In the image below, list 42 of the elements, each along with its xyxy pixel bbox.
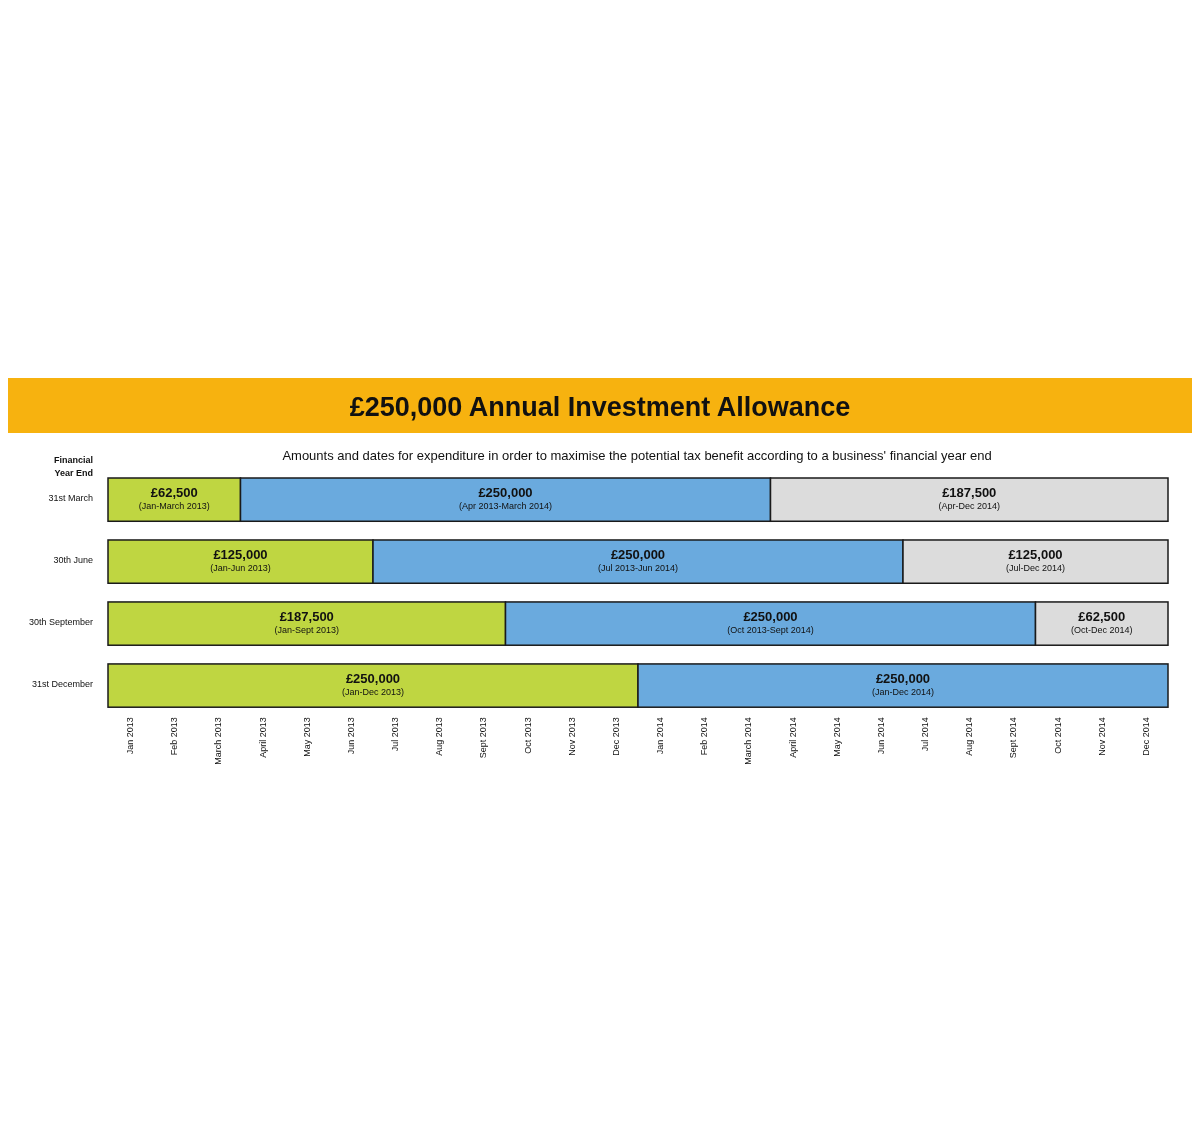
data-label: £250,000 (Jan-Dec 2014) xyxy=(871,670,935,697)
text: Aug 2014 xyxy=(964,717,975,756)
data-label: £62,500 (Oct-Dec 2014) xyxy=(1070,608,1133,635)
text: Nov 2013 xyxy=(566,717,577,756)
data-label: £250,000 (Apr 2013-March 2014) xyxy=(458,485,553,511)
text: Sept 2013 xyxy=(478,717,489,759)
text: Aug 2013 xyxy=(434,717,445,756)
text: Jul 2014 xyxy=(920,717,931,752)
data-label: £62,500 (Jan-March 2013) xyxy=(138,485,210,511)
text: March 2013 xyxy=(213,717,224,765)
text: Feb 2014 xyxy=(699,717,710,756)
data-label: £250,000 (Jul 2013-Jun 2014) xyxy=(597,546,679,573)
text: Sept 2014 xyxy=(1008,717,1019,759)
text: Oct 2014 xyxy=(1052,717,1063,754)
text: Jun 2014 xyxy=(875,717,886,755)
text: Nov 2014 xyxy=(1096,717,1107,756)
text: April 2014 xyxy=(787,717,798,758)
text: Feb 2013 xyxy=(169,717,180,756)
text: May 2014 xyxy=(831,717,842,757)
text: Jan 2014 xyxy=(655,717,666,755)
data-label: £187,500 (Apr-Dec 2014) xyxy=(938,485,1001,511)
text: Jul 2013 xyxy=(390,717,401,752)
text: March 2014 xyxy=(743,717,754,765)
data-label: £250,000 (Oct 2013-Sept 2014) xyxy=(727,608,814,635)
chart-subtitle: Amounts and dates for expenditure in order to maximise the potential tax benefit according to a business' financial year end xyxy=(282,448,992,463)
text: Dec 2013 xyxy=(610,717,621,756)
text: May 2013 xyxy=(301,717,312,757)
data-label: £250,000 (Jan-Dec 2013) xyxy=(341,670,405,697)
y-axis-title: Financial Year End xyxy=(53,455,93,478)
y-tick-label: 31st March xyxy=(48,493,93,503)
text: Jan 2013 xyxy=(125,717,136,755)
text: Oct 2013 xyxy=(522,717,533,754)
text: April 2013 xyxy=(257,717,268,758)
data-label: £187,500 (Jan-Sept 2013) xyxy=(274,608,340,635)
y-tick-label: 30th June xyxy=(53,554,93,565)
text: Jun 2013 xyxy=(345,717,356,755)
data-label: £125,000 (Jul-Dec 2014) xyxy=(1005,546,1066,573)
y-tick-label: 30th September xyxy=(28,616,93,627)
y-tick-label: 31st December xyxy=(31,678,93,689)
text: Dec 2014 xyxy=(1140,717,1151,756)
data-label: £125,000 (Jan-Jun 2013) xyxy=(210,546,271,573)
chart-title: £250,000 Annual Investment Allowance xyxy=(349,392,851,422)
